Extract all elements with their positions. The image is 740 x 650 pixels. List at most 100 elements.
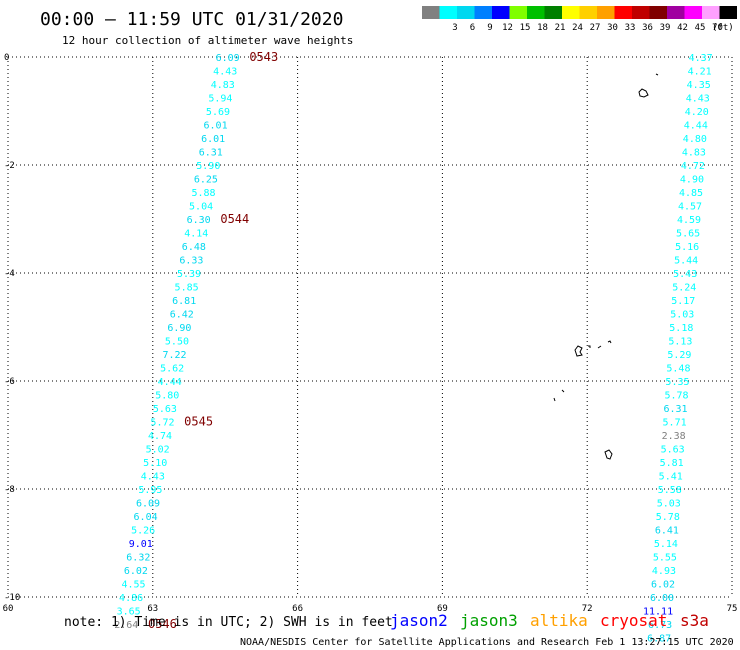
colorbar-tick-label: 39 [660,23,671,33]
wave-height-value: 6.90 [167,323,191,334]
wave-height-value: 5.24 [672,283,696,294]
wave-height-value: 6.48 [182,242,206,253]
y-tick-label: -4 [4,269,15,279]
wave-height-value: 4.83 [211,80,235,91]
colorbar-swatch [439,6,457,19]
wave-height-value: 5.62 [160,364,184,375]
y-tick-label: -10 [4,593,20,603]
wave-height-value: 5.04 [189,202,213,213]
colorbar-swatch [474,6,492,19]
colorbar-tick-label: 27 [590,23,601,33]
time-label: 0545 [184,415,213,429]
wave-height-value: 5.03 [670,310,694,321]
axis-tick-labels: 60 63 66 69 72 75 0 -2 -4 -6 -8 -10 [3,53,738,614]
colorbar-legend: 3 6 9 12 15 18 21 24 27 30 33 36 39 42 45 70 [422,6,737,33]
satellite-legend-item: altika [530,611,588,630]
wave-height-value: 4.90 [680,175,704,186]
colorbar-unit-label: (ft) [712,23,734,33]
colorbar-tick-label: 15 [520,23,531,33]
y-tick-label: -2 [4,161,15,171]
colorbar-tick-label: 42 [677,23,688,33]
wave-height-value: 5.26 [131,526,155,537]
wave-height-value: 6.33 [179,256,203,267]
wave-height-value: 5.78 [656,512,680,523]
chart-subtitle: 12 hour collection of altimeter wave hei… [62,34,353,47]
wave-height-value: 6.02 [651,580,675,591]
y-tick-label: -6 [4,377,15,387]
plot-grid [7,56,733,598]
colorbar-swatch [614,6,632,19]
colorbar-tick-label: 70 [712,23,723,33]
wave-height-value: 2.38 [662,431,686,442]
wave-height-value: 5.35 [665,377,689,388]
wave-height-value: 4.35 [687,80,711,91]
satellite-legend-item: jason3 [460,611,518,630]
wave-height-value: 7.22 [162,350,186,361]
wave-height-values: 6.09 4.43 4.83 5.94 5.69 6.01 6.01 6.31 5.90 6.25… [114,50,712,645]
wave-height-value: 6.01 [201,134,225,145]
y-tick-label: 0 [4,53,9,63]
colorbar-tick-label: 3 [452,23,457,33]
colorbar-tick-label: 9 [487,23,492,33]
wave-height-value: 5.90 [196,161,220,172]
wave-height-value: 4.43 [686,94,710,105]
colorbar-swatch [597,6,615,19]
wave-height-value: 5.03 [657,499,681,510]
wave-height-value: 4.43 [141,472,165,483]
wave-height-value: 6.31 [199,148,223,159]
wave-height-value: 4.44 [158,377,182,388]
colorbar-swatch [509,6,527,19]
wave-height-value: 5.88 [191,188,215,199]
wave-height-value: 6.31 [664,404,688,415]
colorbar-tick-label: 30 [607,23,618,33]
wave-height-value: 6.09 [216,53,240,64]
wave-height-value: 5.13 [668,337,692,348]
wave-height-value: 5.55 [653,553,677,564]
wave-height-value: 4.59 [677,215,701,226]
wave-height-value: 5.16 [675,242,699,253]
wave-height-value: 5.85 [175,283,199,294]
colorbar-tick-label: 33 [625,23,636,33]
wave-height-value: 4.37 [689,53,713,64]
colorbar-swatch [684,6,702,19]
colorbar-swatch [544,6,562,19]
wave-height-value: 4.44 [684,121,708,132]
colorbar-tick-label: 36 [642,23,653,33]
wave-height-value: 4.57 [678,202,702,213]
wave-height-value: 5.17 [671,296,695,307]
wave-height-value: 4.55 [121,580,145,591]
footer-credit: NOAA/NESDIS Center for Satellite Applica… [240,637,734,648]
wave-height-value: 5.44 [674,256,698,267]
wave-height-value: 4.20 [685,107,709,118]
colorbar-swatch [492,6,510,19]
colorbar-tick-label: 24 [572,23,583,33]
time-label: 0544 [220,212,249,226]
wave-height-value: 6.01 [204,121,228,132]
wave-height-value: 6.41 [655,526,679,537]
wave-height-value: 6.02 [124,566,148,577]
colorbar-tick-label: 18 [537,23,548,33]
wave-height-value: 4.14 [184,229,208,240]
wave-height-value: 6.73 [648,620,672,631]
colorbar-swatch [457,6,475,19]
wave-height-value: 4.74 [148,431,172,442]
wave-height-value: 5.43 [673,269,697,280]
wave-height-value: 5.18 [669,323,693,334]
wave-height-value: 4.72 [681,161,705,172]
time-label: 0546 [148,617,177,631]
colorbar-tick-label: 6 [470,23,475,33]
wave-height-value: 5.39 [177,269,201,280]
wave-height-value: 4.85 [679,188,703,199]
wave-height-value: 5.02 [146,445,170,456]
wave-height-value: 4.80 [683,134,707,145]
chart-title: 00:00 – 11:59 UTC 01/31/2020 [40,9,343,30]
x-tick-label: 69 [437,604,448,614]
wave-height-value: 4.86 [119,593,143,604]
colorbar-swatch [649,6,667,19]
wave-height-value: 5.94 [208,94,232,105]
colorbar-swatch [579,6,597,19]
wave-height-value: 6.42 [170,310,194,321]
wave-height-value: 5.72 [150,418,174,429]
wave-height-value: 5.71 [663,418,687,429]
